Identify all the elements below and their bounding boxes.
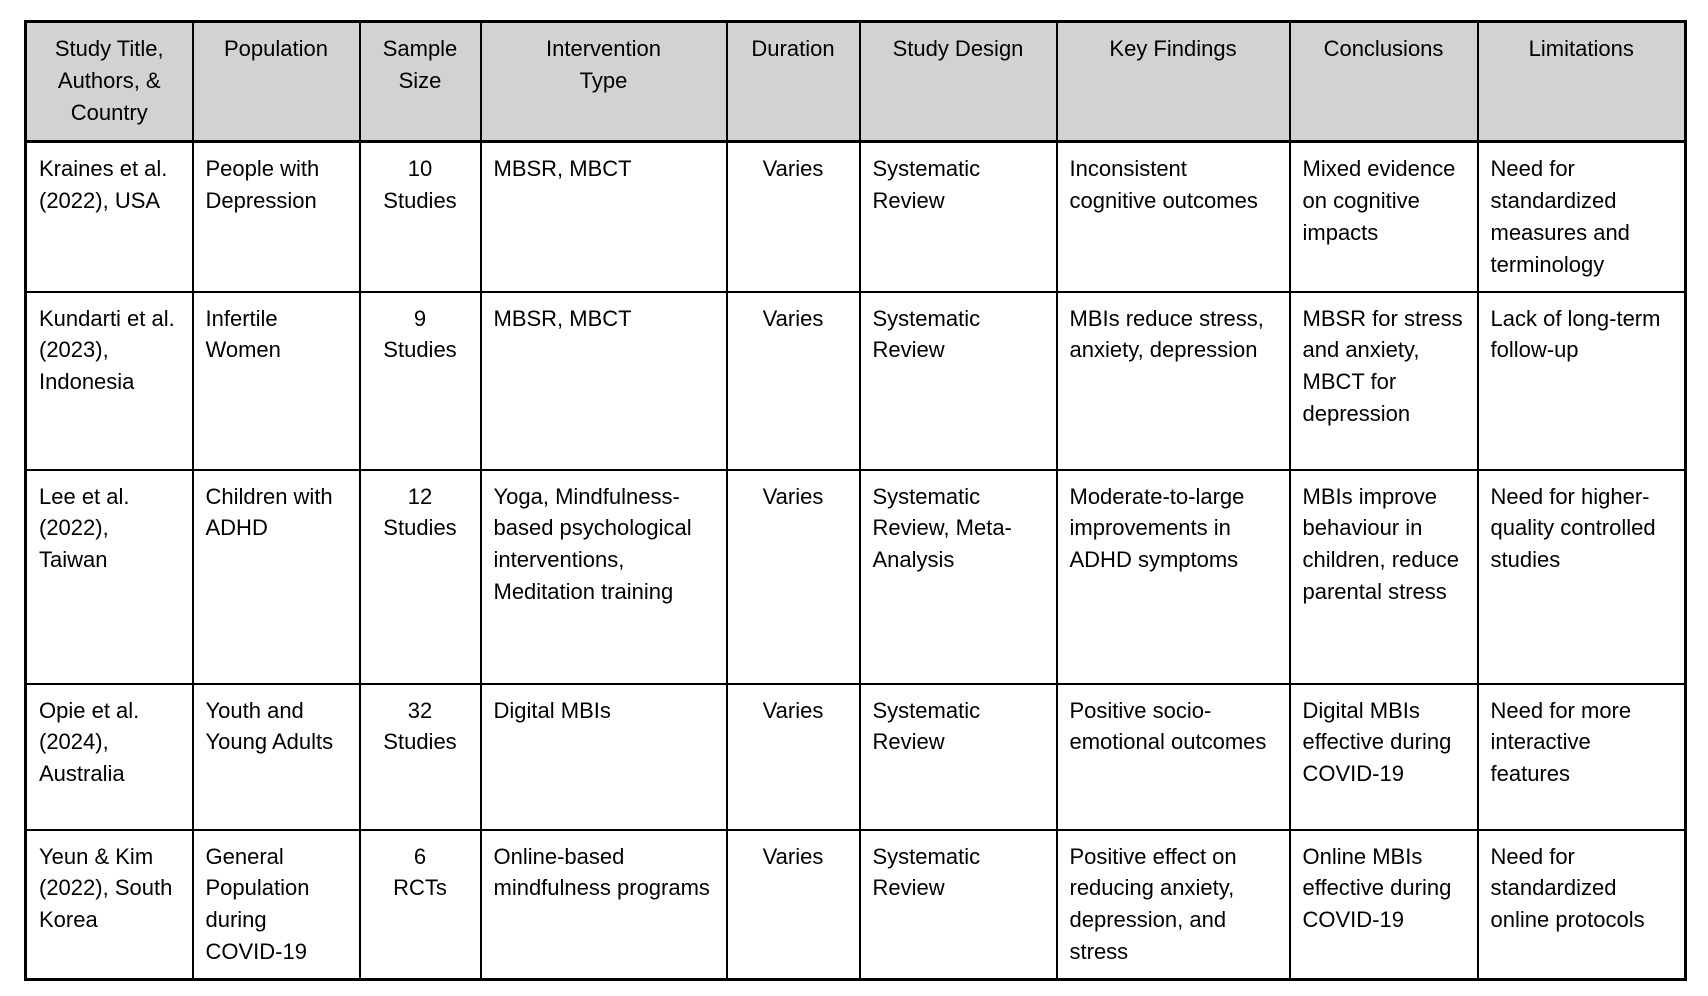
table-row-opie: Opie et al. (2024), Australia Youth and … (24, 682, 1687, 831)
cell-study-title: Yeun & Kim (2022), South Korea (24, 828, 194, 981)
header-row: Study Title, Authors, & Country Populati… (24, 20, 1687, 143)
cell-population: Children with ADHD (191, 468, 361, 685)
cell-study-title: Opie et al. (2024), Australia (24, 682, 194, 831)
header-cell-intervention-type: Intervention Type (479, 20, 728, 143)
header-cell-sample-size: Sample Size (358, 20, 482, 143)
cell-limitations: Need for higher-quality controlled studi… (1476, 468, 1687, 685)
header-cell-study-title: Study Title, Authors, & Country (24, 20, 194, 143)
cell-conclusions: MBSR for stress and anxiety, MBCT for de… (1288, 290, 1479, 471)
cell-key-findings: Positive effect on reducing anxiety, dep… (1055, 828, 1291, 981)
header-cell-duration: Duration (725, 20, 861, 143)
cell-population: Youth and Young Adults (191, 682, 361, 831)
cell-limitations: Need for more interactive features (1476, 682, 1687, 831)
cell-limitations: Need for standardized measures and termi… (1476, 140, 1687, 293)
cell-key-findings: Inconsistent cognitive outcomes (1055, 140, 1291, 293)
cell-conclusions: Digital MBIs effective during COVID-19 (1288, 682, 1479, 831)
table-row-lee: Lee et al. (2022), Taiwan Children with … (24, 468, 1687, 685)
cell-study-design: Systematic Review (858, 828, 1058, 981)
cell-intervention-type: MBSR, MBCT (479, 140, 728, 293)
cell-intervention-type: Yoga, Mindfulness-based psychological in… (479, 468, 728, 685)
cell-study-design: Systematic Review (858, 140, 1058, 293)
cell-population: General Population during COVID-19 (191, 828, 361, 981)
cell-study-title: Kraines et al. (2022), USA (24, 140, 194, 293)
cell-sample-size: 9 Studies (358, 290, 482, 471)
table-row-yeun-kim: Yeun & Kim (2022), South Korea General P… (24, 828, 1687, 981)
cell-study-title: Lee et al. (2022), Taiwan (24, 468, 194, 685)
cell-sample-size: 32 Studies (358, 682, 482, 831)
header-cell-key-findings: Key Findings (1055, 20, 1291, 143)
cell-duration: Varies (725, 290, 861, 471)
cell-key-findings: Positive socio-emotional outcomes (1055, 682, 1291, 831)
cell-conclusions: Online MBIs effective during COVID-19 (1288, 828, 1479, 981)
header-cell-conclusions: Conclusions (1288, 20, 1479, 143)
cell-sample-size: 10 Studies (358, 140, 482, 293)
cell-intervention-type: Digital MBIs (479, 682, 728, 831)
cell-key-findings: MBIs reduce stress, anxiety, depression (1055, 290, 1291, 471)
cell-limitations: Lack of long-term follow-up (1476, 290, 1687, 471)
header-cell-study-design: Study Design (858, 20, 1058, 143)
cell-conclusions: MBIs improve behaviour in children, redu… (1288, 468, 1479, 685)
cell-sample-size: 6 RCTs (358, 828, 482, 981)
cell-duration: Varies (725, 468, 861, 685)
cell-key-findings: Moderate-to-large improvements in ADHD s… (1055, 468, 1291, 685)
studies-summary-table: Study Title, Authors, & Country Populati… (24, 20, 1687, 982)
cell-population: Infertile Women (191, 290, 361, 471)
cell-duration: Varies (725, 828, 861, 981)
cell-sample-size: 12 Studies (358, 468, 482, 685)
table-row-kraines: Kraines et al. (2022), USA People with D… (24, 140, 1687, 293)
cell-limitations: Need for standardized online protocols (1476, 828, 1687, 981)
header-cell-limitations: Limitations (1476, 20, 1687, 143)
table-row-kundarti: Kundarti et al. (2023), Indonesia Infert… (24, 290, 1687, 471)
cell-study-design: Systematic Review (858, 290, 1058, 471)
cell-intervention-type: Online-based mindfulness programs (479, 828, 728, 981)
cell-study-title: Kundarti et al. (2023), Indonesia (24, 290, 194, 471)
cell-intervention-type: MBSR, MBCT (479, 290, 728, 471)
cell-study-design: Systematic Review (858, 682, 1058, 831)
cell-conclusions: Mixed evidence on cognitive impacts (1288, 140, 1479, 293)
cell-population: People with Depression (191, 140, 361, 293)
cell-duration: Varies (725, 682, 861, 831)
cell-study-design: Systematic Review, Meta-Analysis (858, 468, 1058, 685)
cell-duration: Varies (725, 140, 861, 293)
header-cell-population: Population (191, 20, 361, 143)
